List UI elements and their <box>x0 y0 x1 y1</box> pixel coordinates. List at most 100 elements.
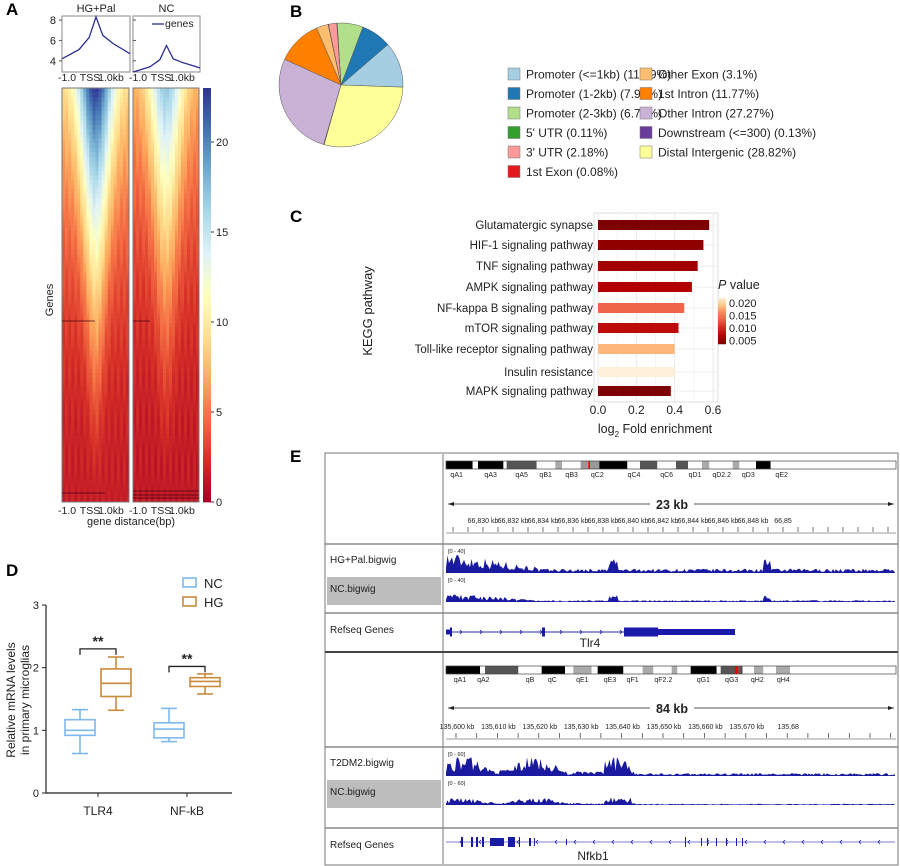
heatmap-cell <box>139 152 143 158</box>
colorbar-segment <box>203 108 211 114</box>
heatmap-cell <box>119 488 124 494</box>
heatmap-cell <box>71 157 75 162</box>
colorbar-segment <box>203 315 211 321</box>
heatmap-cell <box>116 152 121 158</box>
heatmap-cell <box>136 281 140 287</box>
heatmap-cell <box>196 239 200 245</box>
heatmap-cell <box>133 235 137 241</box>
heatmap-cell <box>122 359 127 365</box>
heatmap-cell <box>133 299 137 305</box>
heatmap-cell <box>145 134 149 139</box>
heatmap-cell <box>157 433 161 438</box>
heatmap-cell <box>107 216 112 222</box>
heatmap-cell <box>86 479 90 484</box>
heatmap-cell <box>187 111 191 116</box>
heatmap-cell <box>139 230 143 236</box>
heatmap-cell <box>145 460 149 466</box>
heatmap-cell <box>184 239 188 245</box>
heatmap-cell <box>68 143 72 149</box>
heatmap-cell <box>68 189 72 195</box>
heatmap-cell <box>125 479 130 484</box>
heatmap-cell <box>193 152 197 158</box>
heatmap-cell <box>62 267 66 273</box>
heatmap-cell <box>104 373 108 379</box>
gene-exon <box>716 838 717 846</box>
heatmap-cell <box>68 308 72 314</box>
heatmap-cell <box>178 433 182 438</box>
heatmap-cell <box>113 345 118 351</box>
heatmap-cell <box>101 492 105 498</box>
heatmap-cell <box>142 414 146 420</box>
heatmap-cell <box>74 451 78 457</box>
band-label: qG3 <box>725 677 738 684</box>
ideogram-band <box>478 461 504 469</box>
heatmap-cell <box>119 396 124 402</box>
heatmap-cell <box>187 410 191 415</box>
gene-exon <box>490 838 504 846</box>
heatmap-cell <box>122 483 127 489</box>
heatmap-cell <box>157 166 161 172</box>
heatmap-cell <box>166 469 170 475</box>
heatmap-cell <box>125 106 130 112</box>
heatmap-cell <box>119 203 124 208</box>
heatmap-cell <box>160 377 164 383</box>
heatmap-cell <box>71 299 75 305</box>
heatmap-cell <box>190 299 194 305</box>
track-name[interactable]: T2DM2.bigwig <box>330 758 394 769</box>
heatmap-cell <box>77 456 81 461</box>
track-name[interactable]: NC.bigwig <box>330 584 376 595</box>
heatmap-cell <box>175 101 179 107</box>
heatmap-cell <box>139 456 143 461</box>
heatmap-cell <box>154 115 158 121</box>
heatmap-cell <box>113 272 118 277</box>
heatmap-cell <box>190 138 194 144</box>
heatmap-cell <box>119 313 124 319</box>
heatmap-cell <box>80 336 84 342</box>
heatmap-cell <box>125 175 130 181</box>
heatmap-cell <box>157 92 161 98</box>
heatmap-cell <box>104 175 108 181</box>
heatmap-cell <box>65 359 69 365</box>
heatmap-cell <box>193 258 197 264</box>
heatmap-cell <box>80 405 84 411</box>
heatmap-cell <box>196 304 200 310</box>
heatmap-cell <box>62 331 66 337</box>
heatmap-cell <box>154 281 158 287</box>
heatmap-cell <box>172 235 176 241</box>
heatmap-cell <box>166 221 170 227</box>
heatmap-cell <box>157 207 161 213</box>
heatmap-cell <box>86 341 90 346</box>
heatmap-cell <box>89 382 93 388</box>
heatmap-cell <box>80 331 84 337</box>
heatmap-cell <box>86 405 90 411</box>
heatmap-cell <box>169 281 173 287</box>
heatmap-cell <box>172 299 176 305</box>
track-name[interactable]: NC.bigwig <box>330 787 376 798</box>
heatmap-cell <box>83 474 87 480</box>
heatmap-cell <box>184 221 188 227</box>
legend-label: 5' UTR (0.11%) <box>526 126 607 140</box>
heatmap-cell <box>145 313 149 319</box>
legend-swatch <box>507 126 521 139</box>
track-name[interactable]: HG+Pal.bigwig <box>330 555 396 566</box>
heatmap-cell <box>196 382 200 388</box>
heatmap-cell <box>133 474 137 480</box>
heatmap-cell <box>125 258 130 264</box>
heatmap-cell <box>65 387 69 392</box>
heatmap-cell <box>163 230 167 236</box>
legend-gradient-segment <box>718 341 726 344</box>
heatmap-cell <box>187 198 191 204</box>
heatmap-cell <box>169 166 173 172</box>
heatmap-cell <box>119 184 124 190</box>
heatmap-cell <box>101 276 105 282</box>
heatmap-cell <box>110 295 115 300</box>
heatmap-cell <box>133 419 137 425</box>
heatmap-cell <box>110 345 115 351</box>
heatmap-cell <box>101 281 105 287</box>
heatmap-cell <box>95 483 99 489</box>
heatmap-cell <box>110 488 115 494</box>
heatmap-cell <box>65 111 69 116</box>
heatmap-cell <box>83 446 87 452</box>
heatmap-cell <box>175 327 179 333</box>
heatmap-cell <box>181 180 185 185</box>
